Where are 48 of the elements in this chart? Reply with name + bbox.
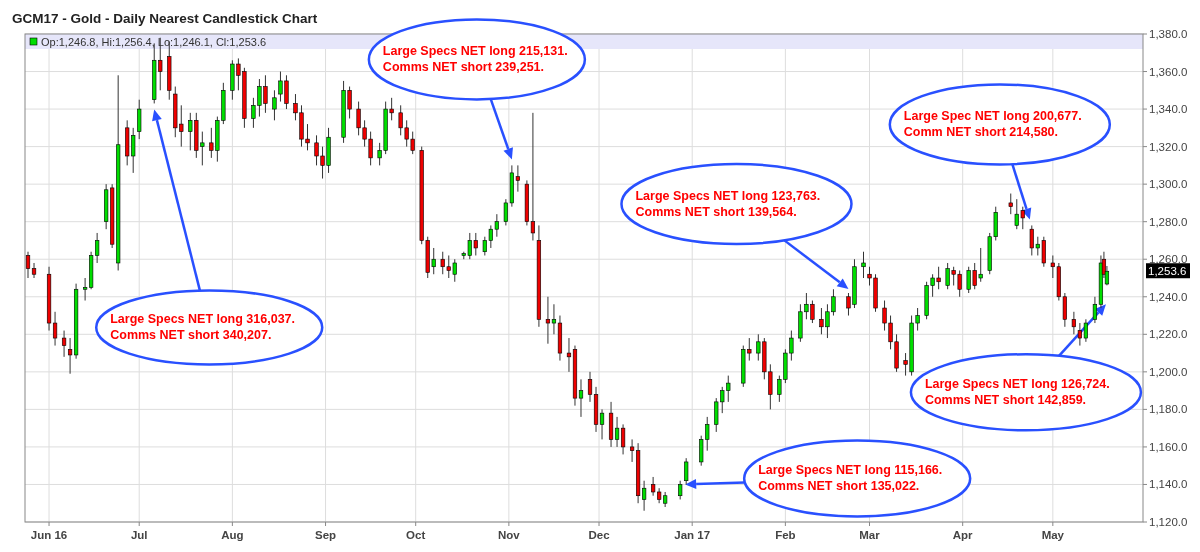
x-tick-label: Jun 16 [30, 529, 68, 541]
candlestick [678, 480, 683, 500]
y-tick-label: 1,200.0 [1149, 365, 1188, 378]
annotation: Large Specs NET long 115,166. Comms NET short 135,022. [758, 463, 943, 494]
candlestick [566, 337, 572, 373]
candlestick [52, 311, 58, 347]
y-tick-label: 1,140.0 [1149, 478, 1188, 491]
x-tick-label: Mar [859, 529, 881, 541]
y-tick-label: 1,240.0 [1149, 290, 1188, 303]
annotation: Large Spec NET long 200,677. Comm NET short 214,580. [903, 109, 1082, 140]
x-tick-label: Nov [498, 529, 521, 541]
x-tick-label: Dec [588, 529, 611, 541]
y-tick-label: 1,340.0 [1149, 103, 1188, 116]
candlestick [272, 89, 277, 121]
annotation: Large Specs NET long 126,724. Comms NET short 142,859. [924, 377, 1110, 408]
candlestick [31, 262, 37, 279]
x-tick-label: Aug [221, 529, 244, 541]
x-tick-label: Jul [130, 529, 148, 541]
candlestick [25, 251, 31, 279]
y-tick-label: 1,160.0 [1149, 440, 1188, 453]
annotation: Large Specs NET long 215,131. Comms NET short 239,251. [382, 44, 568, 75]
candlestick [137, 99, 142, 140]
candlestick [684, 457, 689, 485]
y-tick-label: 1,120.0 [1149, 516, 1188, 528]
x-tick-label: Sep [314, 529, 337, 541]
annotation: Large Specs NET long 316,037. Comms NET short 340,207. [110, 312, 296, 343]
x-tick-label: Oct [406, 529, 426, 541]
y-tick-label: 1,180.0 [1149, 403, 1188, 416]
y-tick-label: 1,360.0 [1149, 65, 1188, 78]
x-tick-label: Jan 17 [674, 529, 711, 541]
chart-title: GCM17 - Gold - Daily Nearest Candlestick Chart [12, 11, 318, 26]
y-tick-label: 1,220.0 [1149, 328, 1188, 341]
candlestick [1008, 193, 1013, 215]
y-tick-label: 1,260.0 [1149, 253, 1188, 266]
candlestick [861, 251, 866, 279]
candlestick [61, 330, 67, 358]
x-tick-label: May [1041, 529, 1065, 541]
candlestick [578, 378, 584, 418]
y-tick-label: 1,320.0 [1149, 140, 1188, 153]
candlestick [599, 408, 605, 440]
candlestick [1071, 311, 1076, 335]
x-tick-label: Feb [775, 529, 796, 541]
x-tick-label: Apr [952, 529, 974, 541]
candlestick [587, 371, 593, 403]
y-tick-label: 1,380.0 [1149, 28, 1188, 40]
annotation: Large Specs NET long 123,763. Comms NET short 139,564. [635, 189, 821, 220]
y-tick-label: 1,280.0 [1149, 215, 1188, 228]
y-tick-label: 1,300.0 [1149, 178, 1188, 191]
